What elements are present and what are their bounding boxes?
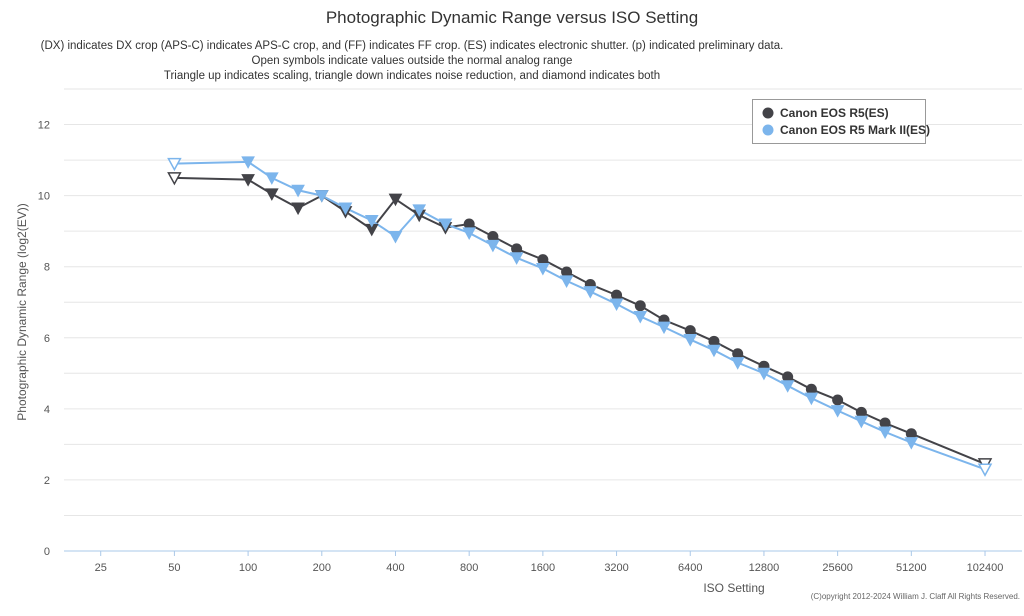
data-point-circle: [708, 335, 720, 347]
data-point-triangle: [878, 426, 892, 439]
data-point-triangle: [291, 184, 305, 198]
y-tick-label: 8: [44, 262, 50, 274]
y-tick-label: 6: [44, 333, 50, 345]
copyright-text: (C)opyright 2012-2024 William J. Claff A…: [810, 592, 1020, 601]
x-tick-label: 3200: [604, 562, 628, 574]
data-point-circle: [684, 325, 696, 337]
x-tick-label: 102400: [967, 562, 1004, 574]
x-tick-label: 51200: [896, 562, 927, 574]
data-point-circle: [805, 383, 817, 395]
data-point-triangle: [241, 156, 255, 169]
data-point-circle: [855, 406, 867, 418]
data-point-circle: [634, 300, 646, 312]
x-tick-label: 50: [168, 562, 180, 574]
data-point-triangle: [509, 252, 524, 265]
chart-subtitle-3: Triangle up indicates scaling, triangle …: [163, 70, 661, 82]
data-point-triangle: [438, 218, 453, 232]
data-point-triangle: [730, 357, 745, 370]
data-point-triangle: [338, 202, 353, 216]
data-point-triangle-open: [167, 172, 182, 186]
data-point-circle: [905, 428, 917, 440]
data-point-circle: [463, 218, 475, 230]
chart-title: Photographic Dynamic Range versus ISO Se…: [325, 8, 699, 27]
data-point-circle: [611, 289, 623, 301]
data-point-circle: [561, 266, 573, 278]
data-point-triangle: [462, 227, 477, 240]
y-tick-label: 4: [44, 404, 50, 416]
data-point-triangle: [780, 380, 795, 393]
legend-label-series-1: Canon EOS R5(ES): [780, 106, 889, 120]
data-point-triangle-open: [977, 463, 993, 477]
x-tick-label: 6400: [678, 562, 702, 574]
y-tick-label: 0: [44, 546, 50, 558]
legend-label-series-2: Canon EOS R5 Mark II(ES): [780, 123, 931, 137]
data-point-triangle: [683, 334, 698, 347]
x-tick-label: 12800: [749, 562, 780, 574]
legend-item-series-2[interactable]: Canon EOS R5 Mark II(ES): [761, 122, 930, 138]
data-point-circle: [487, 230, 499, 242]
x-tick-label: 200: [313, 562, 331, 574]
data-point-circle: [732, 348, 744, 360]
data-point-triangle: [536, 262, 550, 276]
data-point-triangle: [707, 344, 721, 358]
y-tick-label: 10: [38, 191, 50, 203]
data-point-triangle: [633, 310, 648, 324]
legend-item-series-1[interactable]: Canon EOS R5(ES): [761, 105, 889, 121]
data-point-triangle: [291, 202, 305, 216]
data-point-circle: [782, 371, 794, 383]
legend-marker-circle: [762, 107, 774, 119]
data-point-triangle: [412, 204, 427, 217]
data-point-triangle: [388, 193, 403, 207]
data-point-triangle: [657, 321, 671, 335]
x-tick-label: 100: [239, 562, 257, 574]
legend-marker-circle: [762, 124, 774, 136]
data-point-triangle-open: [167, 157, 182, 172]
data-point-triangle: [264, 188, 279, 201]
x-tick-label: 800: [460, 562, 478, 574]
data-point-triangle: [559, 275, 574, 288]
data-point-triangle: [486, 239, 500, 253]
y-axis-title: Photographic Dynamic Range (log2(EV)): [15, 203, 29, 421]
x-tick-label: 25600: [822, 562, 853, 574]
legend: Canon EOS R5(ES) Canon EOS R5 Mark II(ES…: [752, 99, 930, 144]
x-axis-title: ISO Setting: [703, 581, 765, 595]
data-point-triangle: [264, 172, 279, 185]
x-tick-label: 400: [386, 562, 404, 574]
chart-subtitle-1: (DX) indicates DX crop (APS-C) indicates…: [40, 40, 784, 52]
x-tick-label: 1600: [531, 562, 555, 574]
x-tick-label: 25: [95, 562, 107, 574]
data-point-triangle: [388, 230, 403, 244]
data-point-triangle: [830, 405, 845, 418]
data-point-triangle: [854, 415, 869, 429]
data-point-triangle: [804, 392, 819, 406]
data-point-triangle: [314, 190, 329, 203]
data-point-circle: [511, 243, 523, 255]
data-point-triangle: [241, 174, 255, 187]
data-point-circle: [832, 394, 844, 406]
data-point-triangle: [757, 367, 771, 381]
data-point-triangle: [583, 286, 598, 299]
data-point-circle: [537, 254, 549, 266]
chart-subtitle-2: Open symbols indicate values outside the…: [251, 55, 573, 67]
data-point-triangle: [609, 298, 624, 312]
y-tick-label: 12: [38, 120, 50, 132]
data-point-triangle: [364, 214, 379, 228]
y-tick-label: 2: [44, 475, 50, 487]
data-point-triangle: [904, 437, 919, 450]
data-point-circle: [879, 417, 891, 429]
